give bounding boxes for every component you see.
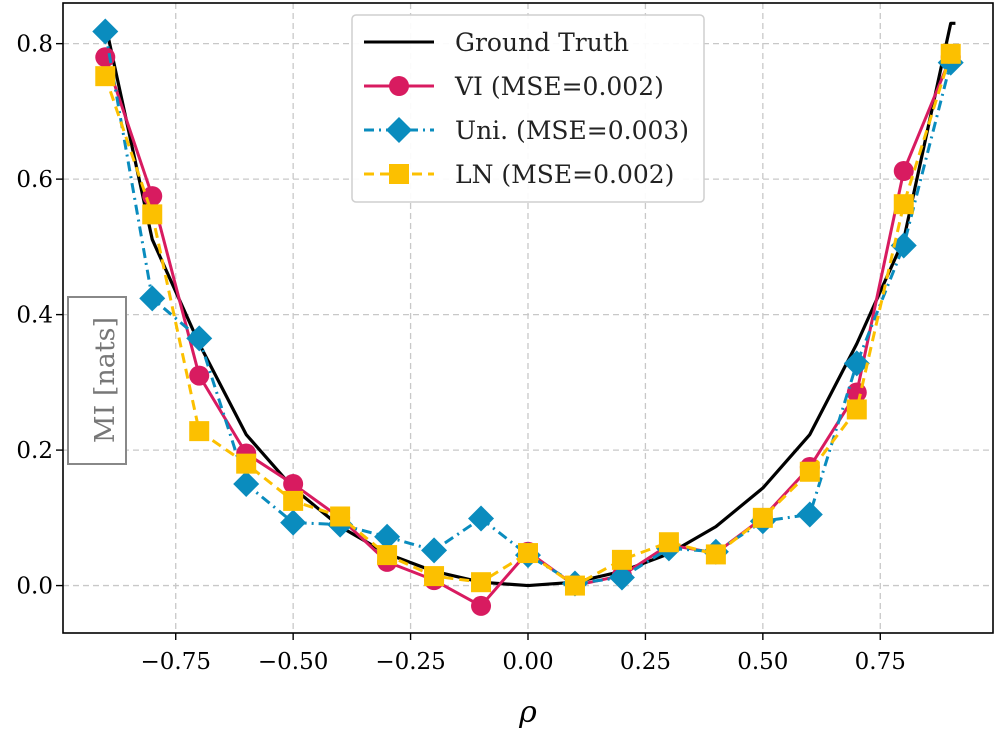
data-point-uni [374, 523, 401, 550]
data-point-ln [846, 399, 867, 420]
x-tick-label: 0.75 [855, 649, 906, 675]
series-layer [92, 18, 964, 616]
x-tick-label: 0.00 [502, 649, 553, 675]
data-point-ln [330, 506, 351, 527]
data-point-ln [752, 507, 773, 528]
data-point-ln [95, 66, 116, 87]
x-tick-label: 0.25 [620, 649, 671, 675]
series-ln [95, 43, 961, 596]
data-point-vi [471, 595, 492, 616]
legend-label-ln: LN (MSE=0.002) [455, 160, 674, 189]
y-tick-label: 0.4 [16, 303, 53, 329]
legend-label-uni: Uni. (MSE=0.003) [455, 116, 689, 145]
data-point-ln [189, 421, 210, 442]
legend-label-ground_truth: Ground Truth [455, 28, 629, 57]
legend-box [351, 14, 705, 203]
data-point-uni [139, 285, 166, 312]
x-tick-label: −0.50 [258, 649, 328, 675]
data-point-ln [236, 453, 257, 474]
data-point-ln [940, 43, 961, 64]
y-axis-label: MI [nats] [90, 317, 121, 443]
data-point-vi [283, 473, 304, 494]
data-point-vi [142, 186, 163, 207]
legend-label-vi: VI (MSE=0.002) [454, 72, 664, 101]
data-point-ln [799, 461, 820, 482]
legend-marker-ln [389, 164, 409, 184]
data-point-vi [189, 365, 210, 386]
data-point-ln [705, 544, 726, 565]
data-point-uni [608, 564, 635, 591]
data-point-vi [893, 161, 914, 181]
y-tick-label: 0.2 [16, 438, 53, 464]
data-point-ln [142, 204, 163, 225]
data-point-uni [421, 537, 448, 564]
data-point-uni [843, 350, 870, 377]
data-point-uni [796, 501, 823, 528]
data-point-ln [611, 549, 632, 570]
y-tick-label: 0.6 [16, 167, 53, 193]
x-tick-label: −0.25 [375, 649, 445, 675]
y-tick-label: 0.0 [16, 574, 53, 600]
data-point-ln [658, 532, 679, 553]
legend-marker-uni [386, 117, 412, 143]
data-point-ln [518, 543, 538, 564]
y-axis-label-box: MI [nats] [67, 296, 127, 465]
y-tick-label: 0.8 [16, 32, 53, 58]
legend-marker-vi [389, 76, 409, 96]
data-point-ln [564, 575, 585, 596]
legend: Ground Truth VI (MSE=0.002) Uni. (MSE=0.00… [351, 14, 705, 203]
ticks: −0.75 −0.50 −0.25 0.00 0.25 0.50 0.75 0.0 0.2 0.4… [16, 32, 905, 675]
x-tick-label: 0.50 [737, 649, 788, 675]
data-point-uni [468, 505, 495, 532]
data-point-ln [424, 566, 445, 587]
data-point-vi [95, 47, 116, 68]
data-point-uni [233, 470, 260, 497]
data-point-ln [283, 490, 304, 511]
data-point-ln [377, 545, 398, 566]
data-point-uni [280, 509, 307, 536]
data-point-ln [471, 572, 492, 593]
x-axis-label: ρ [518, 695, 537, 730]
data-point-uni [92, 18, 119, 45]
x-tick-label: −0.75 [140, 649, 210, 675]
data-point-uni [186, 325, 213, 352]
data-point-ln [893, 194, 914, 215]
